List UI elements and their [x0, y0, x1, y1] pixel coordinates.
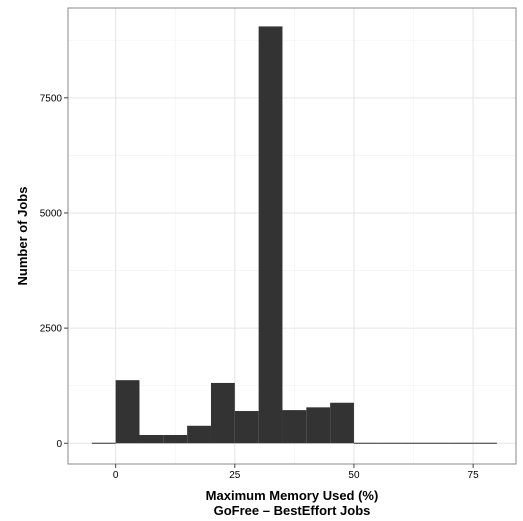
- histogram-bar: [306, 407, 331, 444]
- histogram-bar: [282, 410, 307, 444]
- x-tick-label: 75: [468, 470, 480, 481]
- histogram-bar: [258, 26, 283, 444]
- y-tick-label: 0: [56, 439, 62, 450]
- histogram-bars: [91, 26, 497, 444]
- x-tick-label: 50: [348, 470, 360, 481]
- histogram-bar: [163, 434, 188, 444]
- plot-panel-border: [67, 7, 517, 465]
- y-axis-title: Number of Jobs: [15, 187, 30, 286]
- y-tick-label: 5000: [40, 208, 63, 219]
- grid-lines: [68, 8, 516, 464]
- histogram-bar: [187, 425, 211, 444]
- y-tick-label: 2500: [40, 324, 63, 335]
- histogram-bar: [139, 434, 164, 444]
- x-tick-label: 25: [229, 470, 241, 481]
- histogram-bar: [115, 380, 140, 444]
- axis-ticks: 0 25 50 75 0 2500 5000 7500: [40, 93, 479, 481]
- histogram-bar: [210, 382, 235, 444]
- x-axis-subtitle: GoFree – BestEffort Jobs: [214, 503, 371, 518]
- histogram-bar: [330, 402, 354, 444]
- x-axis-title: Maximum Memory Used (%): [206, 488, 379, 503]
- y-tick-label: 7500: [40, 93, 63, 104]
- x-tick-label: 0: [113, 470, 119, 481]
- histogram-bar: [234, 411, 259, 444]
